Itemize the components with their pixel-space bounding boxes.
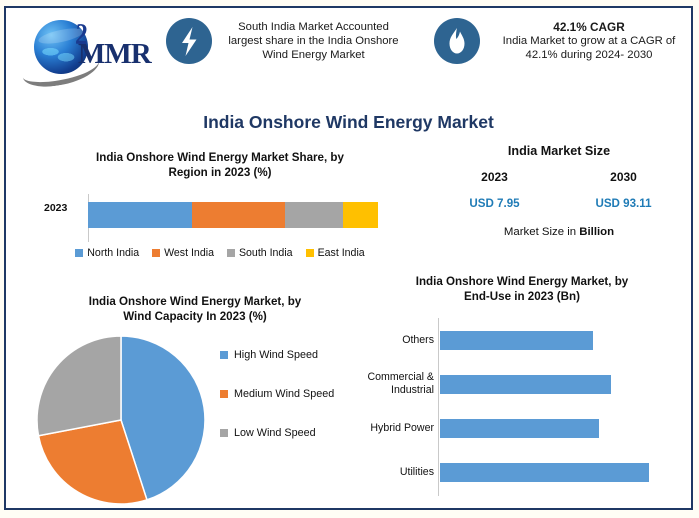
- chart-end-use-row: Hybrid Power: [354, 406, 690, 450]
- chart-wind-capacity-legend: High Wind Speed Medium Wind Speed Low Wind…: [220, 348, 370, 465]
- pie-legend-item-2: Low Wind Speed: [220, 426, 370, 440]
- legend-swatch-icon: [75, 249, 84, 257]
- pie-slice-0: [120, 335, 206, 501]
- flame-icon: [434, 18, 480, 64]
- legend-label: East India: [317, 247, 365, 259]
- pie-legend-label: High Wind Speed: [234, 349, 319, 361]
- market-size-value-2030: USD 93.11: [595, 197, 652, 210]
- market-size-panel: India Market Size 2023 2030 USD 7.95 USD…: [430, 144, 688, 238]
- badge2-line2: CAGR of 42.1% during 2024-: [525, 34, 676, 62]
- pie-legend-label: Medium Wind Speed: [234, 388, 335, 400]
- legend-item-0: North India: [75, 247, 139, 259]
- market-size-year-2030: 2030: [610, 170, 637, 184]
- chart-region-share-category-label: 2023: [44, 202, 68, 214]
- chart-end-use-row: Commercial & Industrial: [354, 362, 690, 406]
- chart-wind-capacity: India Onshore Wind Energy Market, by Win…: [20, 294, 370, 505]
- chart-end-use-category-label: Commercial & Industrial: [367, 371, 434, 396]
- market-size-title: India Market Size: [507, 144, 611, 158]
- chart-end-use-row: Others: [354, 318, 690, 362]
- legend-swatch-icon: [226, 249, 235, 257]
- header-badge-south-india-text: South India Market Accounted largest sha…: [221, 20, 406, 63]
- stacked-bar: [88, 202, 378, 228]
- chart-end-use-row: Utilities: [354, 450, 690, 494]
- chart-wind-capacity-title-line1: India Onshore Wind Energy Market, by: [88, 295, 302, 308]
- chart-end-use-plot: Others Commercial & Industrial Hybrid Powe…: [354, 318, 690, 498]
- chart-end-use-axis: [438, 318, 439, 496]
- legend-item-2: South India: [226, 247, 293, 259]
- chart-region-share-title-line2: Region in 2023 (%): [168, 166, 272, 179]
- legend-item-1: West India: [152, 247, 214, 259]
- market-size-year-2023: 2023: [481, 170, 508, 184]
- chart-region-share: India Onshore Wind Energy Market Share, …: [20, 150, 420, 259]
- pie-legend-item-1: Medium Wind Speed: [220, 387, 370, 401]
- stacked-bar-segment-3: [343, 202, 378, 228]
- infographic-frame: 2 MMR South India Market Accounted large…: [4, 6, 693, 510]
- chart-end-use-bar: [440, 462, 649, 482]
- chart-region-share-title: India Onshore Wind Energy Market Share, …: [20, 150, 420, 180]
- pie-chart: [36, 335, 206, 505]
- pie-slice-2: [36, 335, 122, 437]
- chart-region-share-legend: North India West India South India East Ind…: [30, 247, 410, 259]
- stacked-bar-segment-0: [88, 202, 193, 228]
- header-badge-south-india: South India Market Accounted largest sha…: [166, 18, 406, 64]
- chart-end-use-title: India Onshore Wind Energy Market, by End…: [354, 274, 690, 304]
- badge1-line3: Onshore Wind Energy Market: [262, 34, 399, 62]
- market-size-unit-prefix: Market Size in: [503, 226, 580, 238]
- chart-end-use-bar: [440, 418, 599, 438]
- pie-slice-1: [37, 419, 148, 505]
- legend-swatch-icon: [152, 249, 161, 257]
- market-size-unit-bold: Billion: [579, 226, 615, 238]
- chart-wind-capacity-title-line2: Wind Capacity In 2023 (%): [123, 310, 267, 323]
- chart-end-use-title-line1: India Onshore Wind Energy Market, by: [415, 275, 629, 288]
- logo-text: MMR: [78, 38, 152, 70]
- market-size-value-2023: USD 7.95: [469, 197, 520, 210]
- pie-legend-item-0: High Wind Speed: [220, 348, 370, 362]
- chart-end-use-bar: [440, 374, 612, 394]
- pie-legend-swatch-icon: [220, 351, 228, 359]
- chart-wind-capacity-plot: High Wind Speed Medium Wind Speed Low Wind…: [20, 334, 370, 509]
- market-size-values: USD 7.95 USD 93.11: [430, 197, 688, 210]
- legend-label: North India: [87, 247, 140, 259]
- chart-end-use-category-label: Others: [402, 333, 434, 346]
- badge1-line2: largest share in the India: [228, 34, 353, 47]
- badge1-line1: South India Market Accounted: [238, 20, 389, 33]
- pie-legend-swatch-icon: [220, 390, 228, 398]
- market-size-years: 2023 2030: [430, 170, 688, 184]
- chart-region-share-plot: [88, 194, 384, 242]
- badge2-line1: India Market to grow at a: [502, 34, 627, 47]
- legend-label: West India: [164, 247, 214, 259]
- page-title: India Onshore Wind Energy Market: [203, 112, 494, 132]
- header-badge-cagr-text: 42.1% CAGR India Market to grow at a CAG…: [489, 20, 689, 63]
- header: 2 MMR South India Market Accounted large…: [6, 8, 691, 92]
- header-badge-cagr: 42.1% CAGR India Market to grow at a CAG…: [434, 18, 689, 64]
- mmr-logo: 2 MMR: [16, 14, 152, 91]
- pie-legend-swatch-icon: [220, 429, 228, 437]
- chart-wind-capacity-title: India Onshore Wind Energy Market, by Win…: [20, 294, 370, 324]
- legend-item-3: East India: [305, 247, 365, 259]
- legend-swatch-icon: [305, 249, 314, 257]
- stacked-bar-segment-1: [192, 202, 286, 228]
- legend-label: South India: [238, 247, 293, 259]
- chart-end-use-category-label: Utilities: [399, 465, 434, 478]
- chart-end-use-bar: [440, 330, 593, 350]
- cagr-highlight: 42.1% CAGR: [553, 19, 625, 34]
- chart-end-use-category-label: Hybrid Power: [370, 421, 434, 434]
- globe-icon: [34, 20, 88, 74]
- chart-region-share-title-line1: India Onshore Wind Energy Market Share, …: [96, 151, 344, 164]
- market-size-unit: Market Size in Billion: [430, 226, 688, 238]
- stacked-bar-segment-2: [285, 202, 344, 228]
- chart-end-use: India Onshore Wind Energy Market, by End…: [354, 274, 690, 496]
- lightning-bolt-icon: [166, 18, 212, 64]
- pie-legend-label: Low Wind Speed: [234, 427, 316, 439]
- chart-end-use-title-line2: End-Use in 2023 (Bn): [464, 290, 580, 303]
- badge2-line3: 2030: [627, 49, 653, 62]
